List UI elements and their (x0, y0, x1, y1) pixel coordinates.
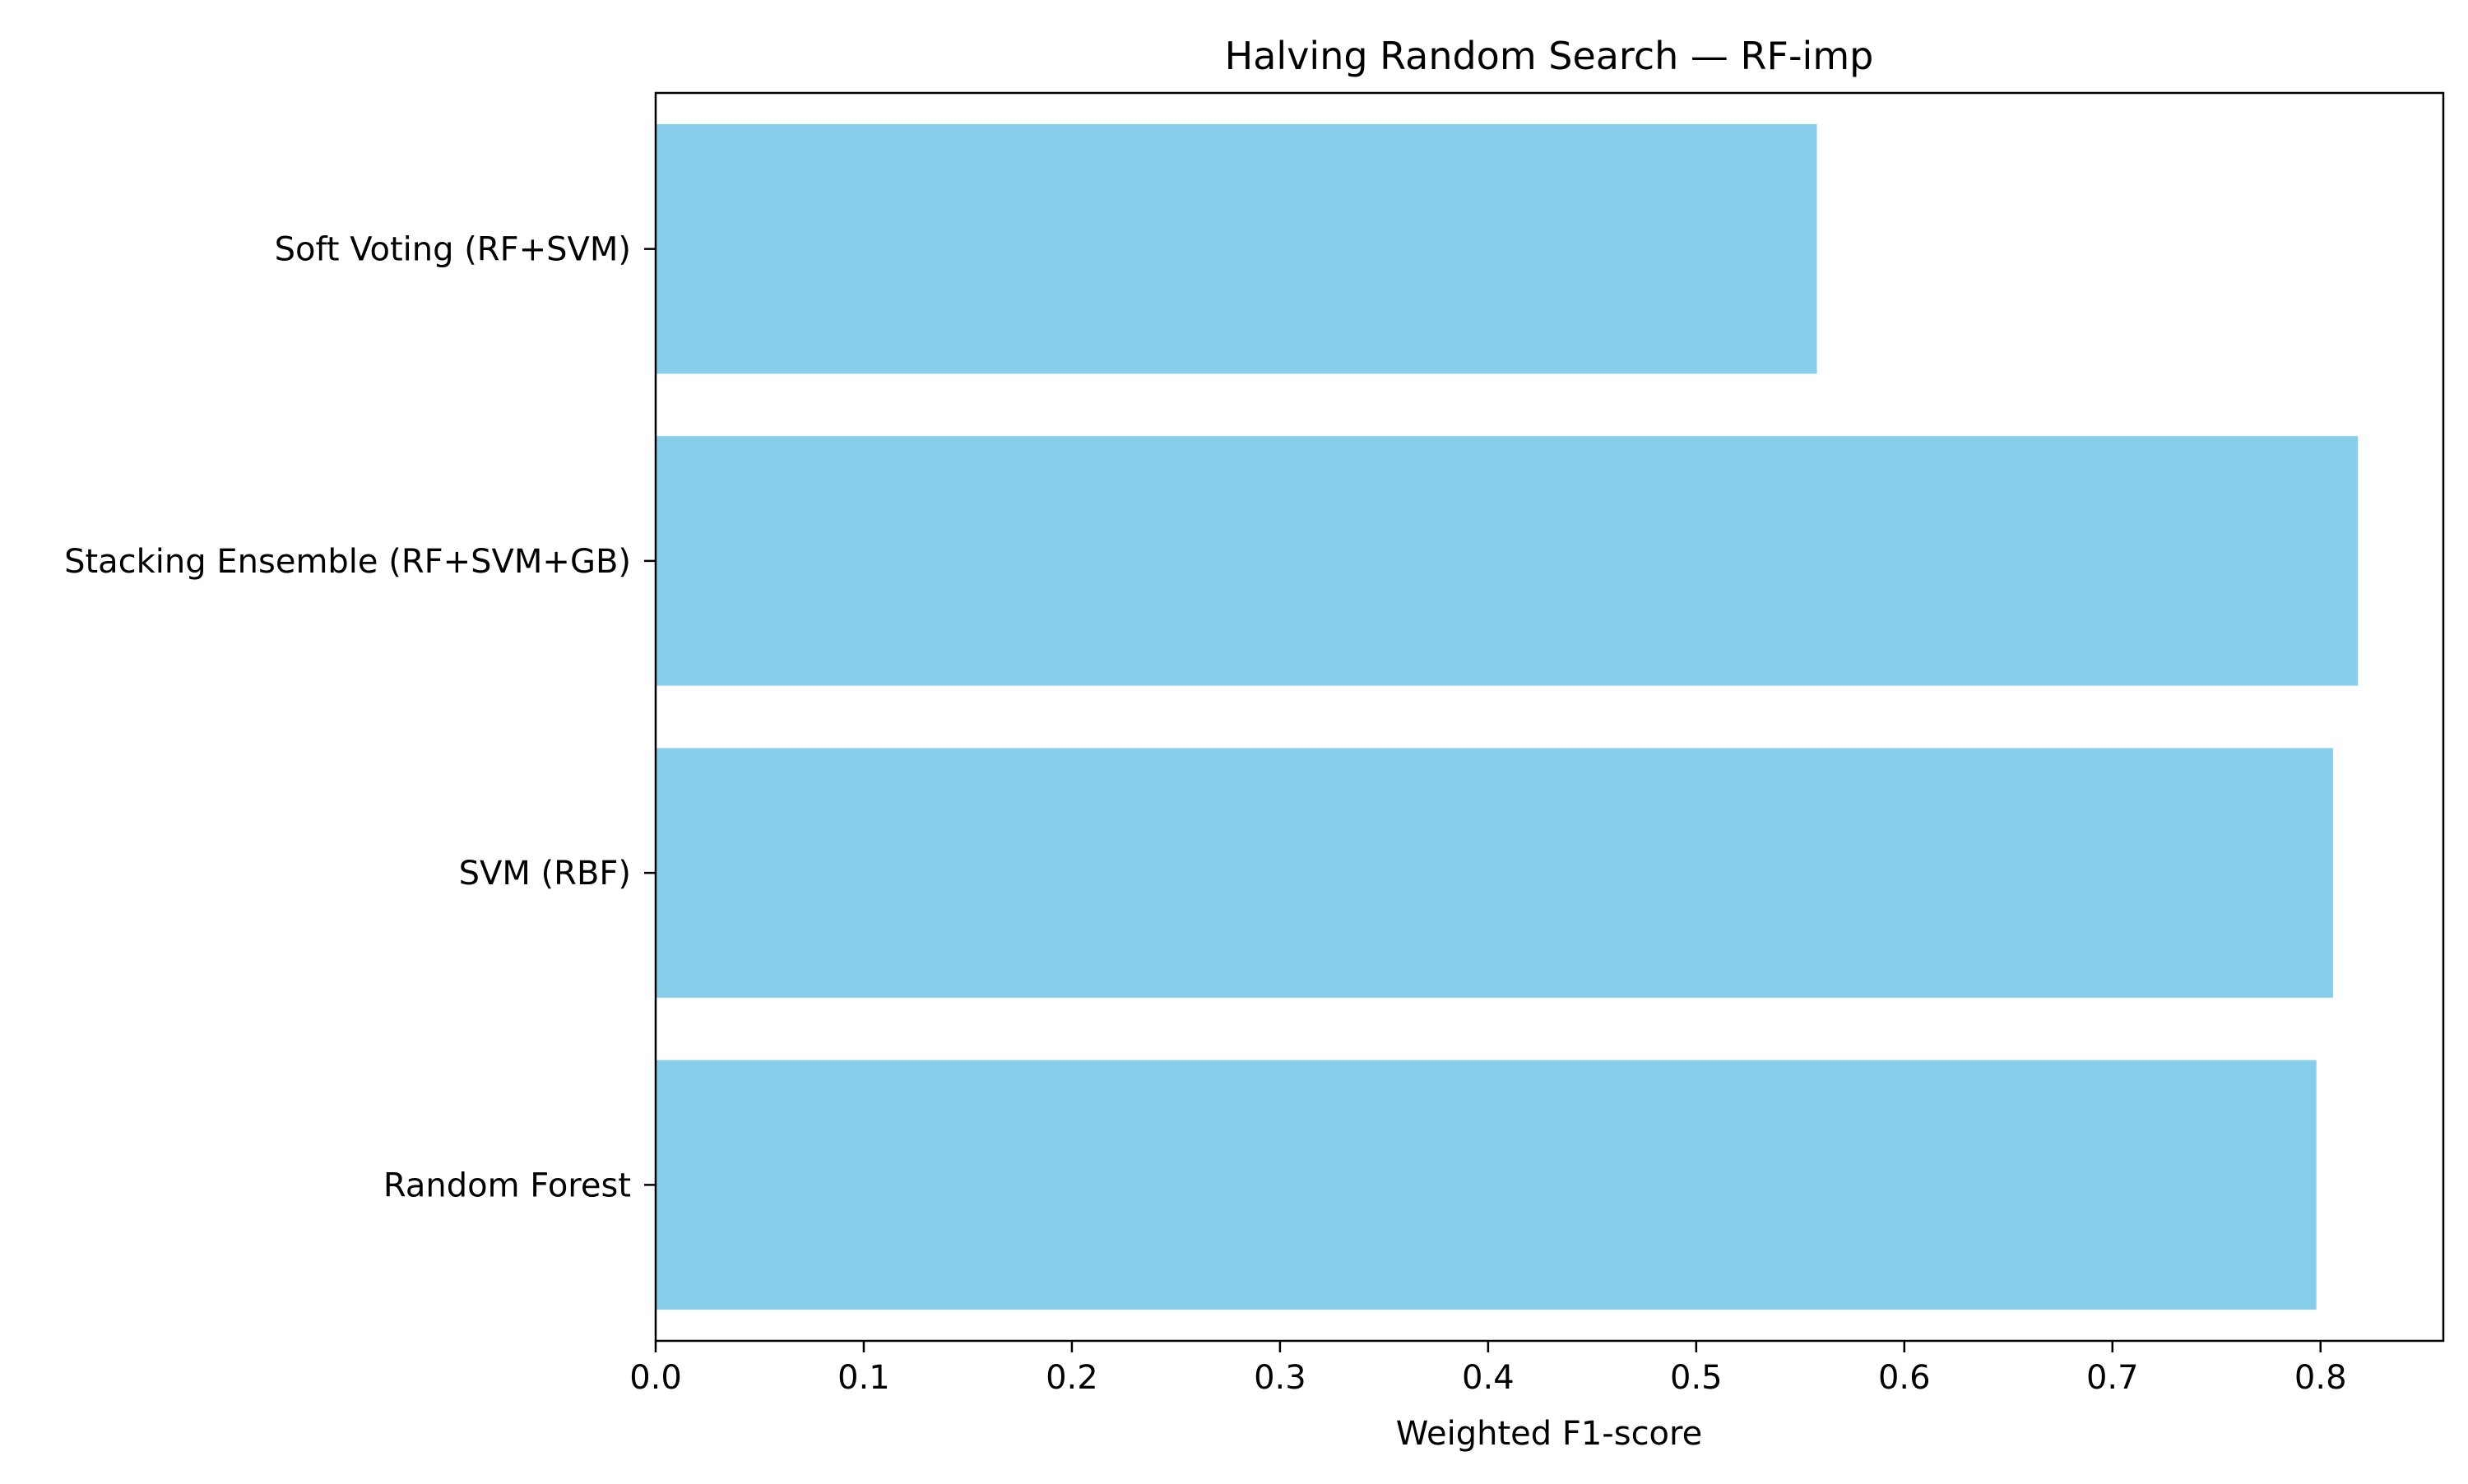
x-tick-label: 0.8 (2294, 1359, 2347, 1397)
x-axis-label: Weighted F1-score (1396, 1415, 1702, 1453)
bars-group (656, 123, 2359, 1310)
y-axis-ticks: Random Forest SVM (RBF) Stacking Ensemble … (64, 231, 656, 1204)
x-tick-label: 0.3 (1254, 1359, 1306, 1397)
x-tick-label: 0.0 (629, 1359, 682, 1397)
x-tick-label: 0.4 (1462, 1359, 1515, 1397)
bar (656, 123, 1817, 374)
plot-frame (654, 91, 2445, 1343)
bar (656, 748, 2333, 998)
y-tick-label: Random Forest (383, 1166, 631, 1204)
x-tick-label: 0.2 (1046, 1359, 1098, 1397)
x-tick-label: 0.5 (1670, 1359, 1723, 1397)
x-tick-label: 0.1 (837, 1359, 890, 1397)
x-axis-ticks: 0.0 0.1 0.2 0.3 0.4 0.5 0.6 0.7 0.8 (629, 1341, 2347, 1397)
y-tick-label: Stacking Ensemble (RF+SVM+GB) (64, 543, 631, 581)
x-tick-label: 0.7 (2086, 1359, 2139, 1397)
chart-title: Halving Random Search — RF-imp (1225, 34, 1874, 78)
bar (656, 1060, 2317, 1310)
x-tick-label: 0.6 (1878, 1359, 1931, 1397)
y-tick-label: SVM (RBF) (459, 855, 631, 893)
bar (656, 436, 2359, 686)
y-tick-label: Soft Voting (RF+SVM) (275, 231, 631, 269)
